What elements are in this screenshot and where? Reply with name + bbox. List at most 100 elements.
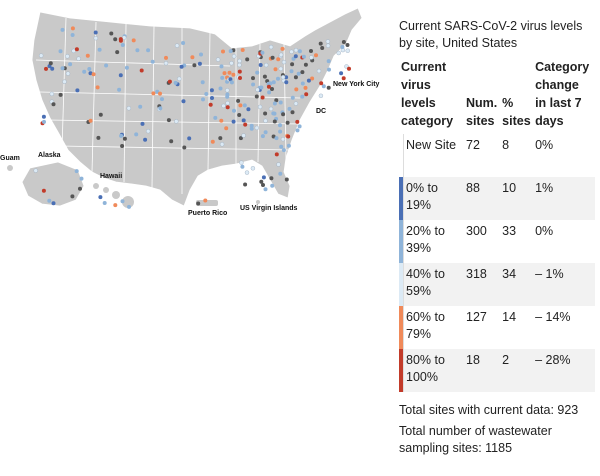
site-dot[interactable] — [271, 111, 276, 116]
site-dot[interactable] — [278, 171, 283, 176]
site-dot[interactable] — [124, 65, 129, 70]
site-dot[interactable] — [98, 112, 103, 117]
site-dot[interactable] — [48, 61, 53, 66]
site-dot[interactable] — [258, 63, 263, 67]
site-dot[interactable] — [85, 53, 90, 58]
site-dot[interactable] — [120, 144, 125, 148]
site-dot[interactable] — [220, 75, 225, 80]
site-dot[interactable] — [120, 199, 125, 204]
site-dot[interactable] — [143, 137, 148, 142]
site-dot[interactable] — [341, 76, 346, 81]
site-dot[interactable] — [41, 114, 46, 119]
site-dot[interactable] — [279, 144, 284, 149]
site-dot[interactable] — [78, 186, 82, 191]
site-dot[interactable] — [243, 182, 248, 187]
site-dot[interactable] — [268, 44, 274, 50]
site-dot[interactable] — [70, 194, 75, 199]
site-dot[interactable] — [238, 103, 243, 108]
site-dot[interactable] — [151, 91, 156, 96]
site-dot[interactable] — [295, 119, 300, 124]
site-dot[interactable] — [306, 78, 311, 83]
site-dot[interactable] — [39, 53, 44, 58]
site-dot[interactable] — [287, 106, 292, 111]
site-dot[interactable] — [339, 71, 344, 76]
site-dot[interactable] — [272, 119, 277, 124]
site-dot[interactable] — [82, 69, 87, 74]
site-dot[interactable] — [251, 82, 256, 87]
site-dot[interactable] — [310, 76, 315, 81]
site-dot[interactable] — [167, 79, 172, 84]
site-dot[interactable] — [281, 59, 287, 65]
site-dot[interactable] — [131, 38, 136, 43]
site-dot[interactable] — [181, 99, 186, 104]
site-dot[interactable] — [70, 26, 75, 31]
site-dot[interactable] — [273, 67, 278, 72]
site-dot[interactable] — [274, 136, 279, 141]
site-dot[interactable] — [290, 110, 295, 115]
site-dot[interactable] — [270, 55, 275, 60]
site-dot[interactable] — [246, 107, 251, 112]
site-dot[interactable] — [241, 133, 246, 138]
site-dot[interactable] — [294, 87, 299, 92]
site-dot[interactable] — [300, 81, 305, 86]
site-dot[interactable] — [303, 62, 308, 67]
site-dot[interactable] — [163, 61, 169, 66]
site-dot[interactable] — [70, 33, 75, 37]
site-dot[interactable] — [166, 118, 171, 123]
site-dot[interactable] — [289, 49, 294, 54]
site-dot[interactable] — [263, 130, 268, 135]
site-dot[interactable] — [280, 74, 286, 80]
site-dot[interactable] — [289, 69, 294, 74]
site-dot[interactable] — [126, 106, 132, 111]
site-dot[interactable] — [87, 67, 92, 71]
site-dot[interactable] — [113, 37, 118, 42]
site-dot[interactable] — [225, 92, 230, 97]
site-dot[interactable] — [203, 198, 208, 203]
site-dot[interactable] — [68, 62, 73, 67]
site-dot[interactable] — [300, 94, 305, 99]
site-dot[interactable] — [270, 183, 275, 188]
site-dot[interactable] — [260, 134, 265, 139]
site-dot[interactable] — [218, 86, 223, 91]
site-dot[interactable] — [267, 90, 272, 95]
site-dot[interactable] — [113, 203, 118, 208]
site-dot[interactable] — [268, 106, 274, 112]
site-dot[interactable] — [232, 108, 236, 113]
site-dot[interactable] — [240, 164, 245, 169]
site-dot[interactable] — [321, 84, 326, 89]
site-dot[interactable] — [278, 66, 283, 72]
site-dot[interactable] — [250, 166, 256, 171]
site-dot[interactable] — [210, 139, 215, 144]
site-dot[interactable] — [51, 201, 56, 206]
site-dot[interactable] — [326, 85, 331, 90]
site-dot[interactable] — [225, 88, 230, 93]
site-dot[interactable] — [65, 71, 71, 76]
site-dot[interactable] — [221, 103, 226, 109]
site-dot[interactable] — [347, 66, 351, 71]
site-dot[interactable] — [134, 132, 139, 137]
site-dot[interactable] — [228, 49, 233, 54]
site-dot[interactable] — [266, 81, 271, 86]
site-dot[interactable] — [88, 118, 93, 123]
site-dot[interactable] — [281, 148, 286, 153]
site-dot[interactable] — [293, 54, 298, 59]
site-dot[interactable] — [91, 72, 96, 77]
site-dot[interactable] — [118, 73, 123, 78]
site-dot[interactable] — [145, 128, 151, 134]
site-dot[interactable] — [96, 135, 101, 140]
site-dot[interactable] — [97, 47, 102, 52]
site-dot[interactable] — [196, 201, 201, 206]
site-dot[interactable] — [336, 50, 341, 56]
site-dot[interactable] — [260, 95, 265, 100]
site-dot[interactable] — [139, 68, 144, 73]
site-dot[interactable] — [51, 102, 56, 107]
site-dot[interactable] — [58, 92, 63, 97]
site-dot[interactable] — [254, 125, 259, 131]
site-dot[interactable] — [65, 54, 70, 59]
site-dot[interactable] — [297, 124, 302, 129]
site-dot[interactable] — [345, 43, 350, 47]
site-dot[interactable] — [251, 76, 255, 81]
site-dot[interactable] — [204, 92, 209, 96]
site-dot[interactable] — [187, 136, 192, 141]
site-dot[interactable] — [210, 96, 214, 100]
